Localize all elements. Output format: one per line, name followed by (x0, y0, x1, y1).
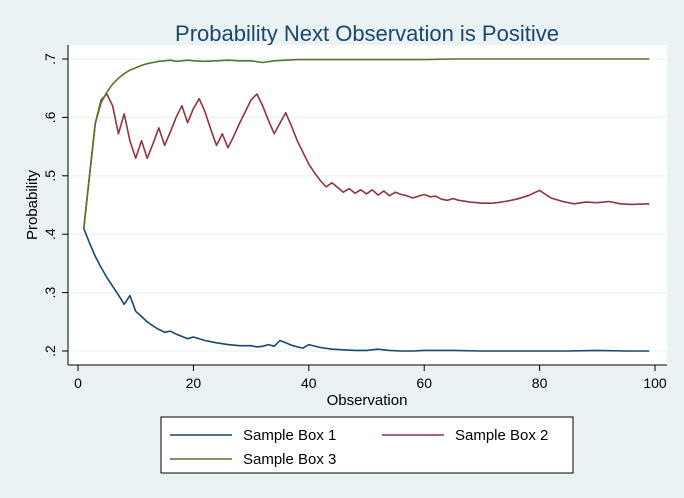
x-tick-label-1: 20 (186, 375, 202, 391)
x-tick-label-4: 80 (532, 375, 548, 391)
y-tick-label-3: .5 (42, 170, 58, 182)
series-line-2 (83, 93, 650, 229)
x-axis-title: Observation (327, 392, 408, 409)
plot-area (68, 45, 667, 365)
legend-label-3: Sample Box 3 (243, 451, 336, 468)
chart-title: Probability Next Observation is Positive (175, 21, 559, 46)
legend-box (160, 416, 574, 474)
x-tick-label-5: 100 (643, 375, 667, 391)
y-tick-label-4: .6 (42, 111, 58, 123)
y-axis-ticks: .2 .3 .4 .5 .6 .7 (42, 53, 68, 357)
x-tick-label-3: 60 (416, 375, 432, 391)
legend-label-2: Sample Box 2 (455, 427, 548, 444)
series-line-1 (83, 228, 650, 352)
y-tick-label-5: .7 (42, 53, 58, 65)
y-tick-label-1: .3 (42, 287, 58, 299)
x-tick-label-2: 40 (301, 375, 317, 391)
series-lines (83, 58, 650, 352)
y-axis-title: Probability (24, 169, 41, 240)
series-line-3 (83, 58, 650, 229)
legend-items: Sample Box 1 Sample Box 2 Sample Box 3 (170, 427, 548, 468)
y-tick-label-0: .2 (42, 345, 58, 357)
x-tick-label-0: 0 (74, 375, 82, 391)
legend: Sample Box 1 Sample Box 2 Sample Box 3 (160, 416, 574, 474)
x-axis-ticks: 0 20 40 60 80 100 (74, 365, 667, 391)
legend-label-1: Sample Box 1 (243, 427, 336, 444)
y-tick-label-2: .4 (42, 228, 58, 240)
